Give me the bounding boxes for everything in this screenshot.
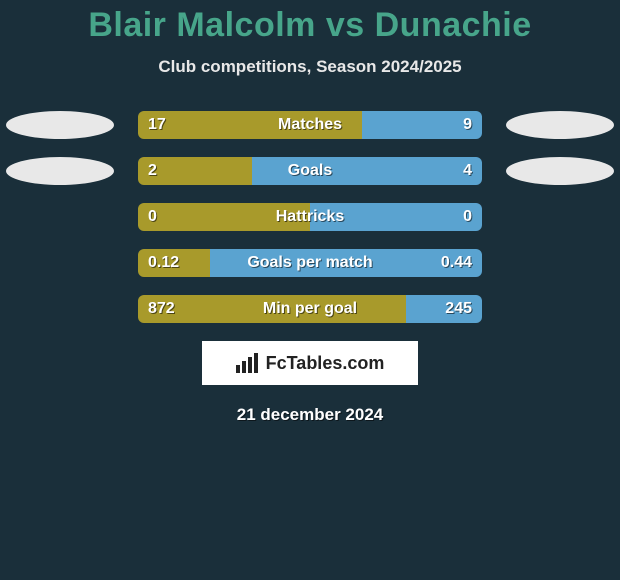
stat-bar-track: Min per goal872 245 — [138, 295, 482, 323]
stat-row: Goals per match0.12 0.44 — [0, 249, 620, 277]
stat-bar-track: Goals2 4 — [138, 157, 482, 185]
stat-label: Hattricks — [138, 203, 482, 231]
stat-value-left: 0.12 — [148, 249, 179, 277]
stat-bar-track: Goals per match0.12 0.44 — [138, 249, 482, 277]
branding-text: FcTables.com — [266, 353, 385, 374]
stat-value-right: 245 — [445, 295, 472, 323]
stat-value-right: 4 — [463, 157, 472, 185]
stat-value-left: 0 — [148, 203, 157, 231]
stat-value-left: 2 — [148, 157, 157, 185]
stat-label: Goals — [138, 157, 482, 185]
stat-value-left: 17 — [148, 111, 166, 139]
comparison-chart: Matches17 9 Goals2 4 Hattricks0 0 Goals per ma… — [0, 111, 620, 323]
stat-row: Goals2 4 — [0, 157, 620, 185]
stat-label: Matches — [138, 111, 482, 139]
player-left-name: Blair Malcolm — [88, 6, 316, 44]
subtitle: Club competitions, Season 2024/2025 — [0, 57, 620, 77]
stat-bar-track: Hattricks0 0 — [138, 203, 482, 231]
player-right-name: Dunachie — [375, 6, 532, 44]
player-right-ellipse — [506, 157, 614, 185]
stat-bar-track: Matches17 9 — [138, 111, 482, 139]
player-left-ellipse — [6, 157, 114, 185]
stat-value-left: 872 — [148, 295, 175, 323]
player-right-ellipse — [506, 111, 614, 139]
stat-value-right: 0 — [463, 203, 472, 231]
stat-label: Goals per match — [138, 249, 482, 277]
player-left-ellipse — [6, 111, 114, 139]
stat-row: Hattricks0 0 — [0, 203, 620, 231]
stat-value-right: 9 — [463, 111, 472, 139]
stat-label: Min per goal — [138, 295, 482, 323]
stat-row: Matches17 9 — [0, 111, 620, 139]
page-title: Blair Malcolm vs Dunachie — [0, 0, 620, 45]
stat-row: Min per goal872 245 — [0, 295, 620, 323]
branding-box: FcTables.com — [202, 341, 418, 385]
bar-chart-icon — [236, 353, 260, 373]
vs-text: vs — [326, 6, 375, 44]
date-text: 21 december 2024 — [0, 405, 620, 425]
stat-value-right: 0.44 — [441, 249, 472, 277]
